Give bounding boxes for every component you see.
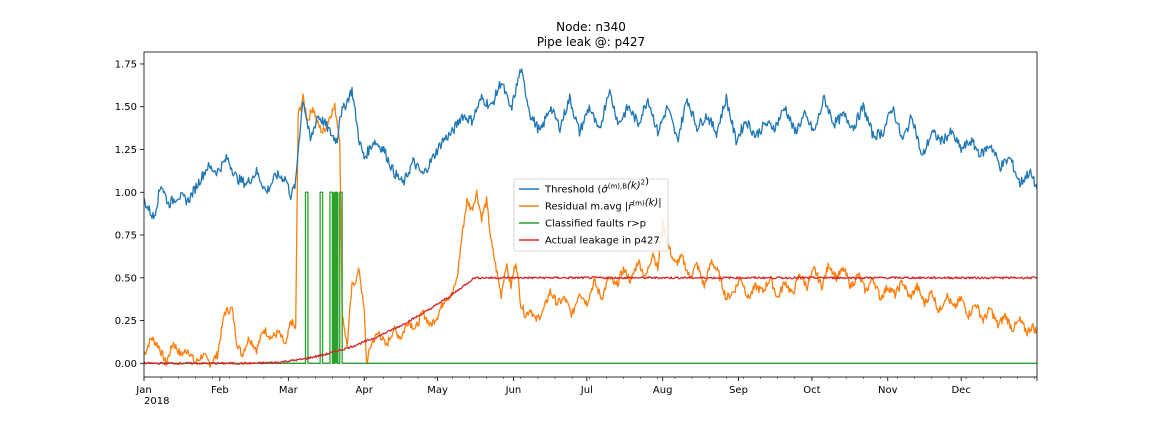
legend-label: Threshold (σ̂(m),B(k)2) <box>544 177 649 196</box>
x-tick-label: 2018 <box>144 396 169 407</box>
series-line-3 <box>144 276 1037 365</box>
x-tick-label: Feb <box>211 385 229 396</box>
x-tick-label: Aug <box>653 385 673 396</box>
x-tick-label: Mar <box>279 385 299 396</box>
chart-subtitle: Pipe leak @: p427 <box>537 35 645 49</box>
series-line-0 <box>144 68 1037 220</box>
y-tick-label: 0.75 <box>115 231 137 242</box>
x-tick-label: Dec <box>951 385 970 396</box>
series-line-1 <box>144 93 1037 369</box>
legend: Threshold (σ̂(m),B(k)2) Residual m.avg |r… <box>513 177 669 252</box>
legend-label: Residual m.avg |r̃(m)(k)| <box>545 198 662 213</box>
plot-area <box>144 68 1037 369</box>
x-tick-label: May <box>427 385 448 396</box>
y-tick-label: 1.25 <box>115 145 137 156</box>
x-tick-label: Sep <box>729 385 748 396</box>
legend-label: Classified faults r>p <box>545 219 646 230</box>
y-tick-label: 1.00 <box>115 188 137 199</box>
x-tick-label: Jun <box>505 385 522 396</box>
y-tick-label: 0.50 <box>115 273 137 284</box>
x-tick-label: Jul <box>580 385 593 396</box>
x-tick-label: Jan <box>135 385 151 396</box>
x-tick-label: Oct <box>803 385 820 396</box>
plot-frame <box>143 51 1038 378</box>
legend-label: Actual leakage in p427 <box>545 236 660 247</box>
chart-title: Node: n340 <box>556 20 626 34</box>
y-tick-label: 1.50 <box>115 102 137 113</box>
y-tick-label: 0.25 <box>115 316 137 327</box>
x-tick-label: Apr <box>356 385 374 396</box>
x-tick-label: Nov <box>878 385 898 396</box>
fault-band-0 <box>332 192 339 364</box>
y-tick-label: 1.75 <box>115 59 137 70</box>
series-line-2 <box>144 191 1037 364</box>
y-tick-label: 0.00 <box>115 359 137 370</box>
legend-box <box>513 178 669 252</box>
y-axis: 0.00 0.25 0.50 0.75 1.00 1.25 1.50 1.75 <box>115 59 144 370</box>
